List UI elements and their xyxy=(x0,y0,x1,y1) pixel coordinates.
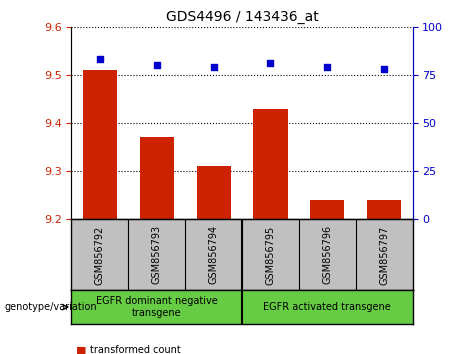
Text: genotype/variation: genotype/variation xyxy=(5,302,97,312)
Text: GSM856794: GSM856794 xyxy=(208,225,219,285)
Title: GDS4496 / 143436_at: GDS4496 / 143436_at xyxy=(165,10,319,24)
Point xyxy=(267,61,274,66)
Point xyxy=(153,62,160,68)
Bar xyxy=(83,70,117,219)
Text: GSM856797: GSM856797 xyxy=(379,225,389,285)
Text: EGFR activated transgene: EGFR activated transgene xyxy=(263,302,391,312)
Bar xyxy=(367,200,401,219)
Point xyxy=(96,57,104,62)
Bar xyxy=(196,166,230,219)
Text: EGFR dominant negative
transgene: EGFR dominant negative transgene xyxy=(96,296,218,318)
Text: GSM856796: GSM856796 xyxy=(322,225,332,285)
Point xyxy=(380,66,388,72)
Bar xyxy=(140,137,174,219)
Point xyxy=(324,64,331,70)
Bar xyxy=(310,200,344,219)
Bar xyxy=(254,109,288,219)
Text: GSM856795: GSM856795 xyxy=(266,225,276,285)
Text: GSM856792: GSM856792 xyxy=(95,225,105,285)
Point xyxy=(210,64,217,70)
Text: ■: ■ xyxy=(76,346,87,354)
Text: GSM856793: GSM856793 xyxy=(152,225,162,285)
Text: transformed count: transformed count xyxy=(90,346,181,354)
